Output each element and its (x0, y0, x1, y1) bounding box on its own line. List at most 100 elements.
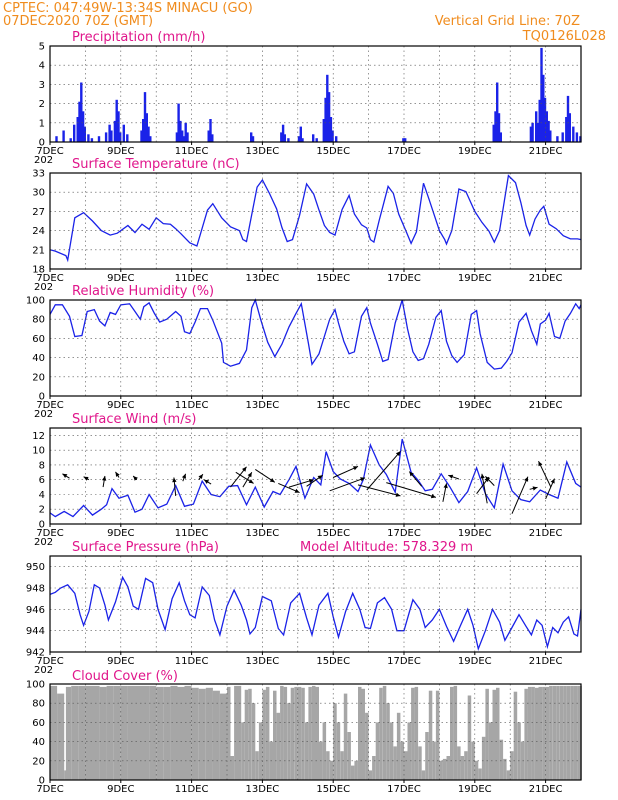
cloud-bar (276, 712, 281, 780)
wind-arrow-head (247, 472, 252, 478)
cloud-bar (315, 686, 319, 780)
pressure-frame (49, 555, 582, 653)
header-run-time: 07DEC2020 70Z (GMT) (3, 14, 153, 29)
y-tick-label: 0 (39, 776, 45, 787)
precip-frame (49, 45, 582, 143)
cloud-bar (542, 686, 546, 780)
cloud-bar (467, 695, 472, 780)
cloud-bar (304, 722, 309, 780)
y-tick-label: 0 (39, 392, 45, 403)
cloud-bar (396, 712, 401, 780)
y-tick-label: 2 (39, 99, 45, 110)
cloud-bar (57, 693, 65, 780)
x-tick-label: 9DEC (107, 273, 134, 284)
cloud-bar (184, 685, 192, 780)
wind-arrow-head (269, 478, 275, 483)
precip-bar (90, 138, 94, 142)
precip-bar (542, 74, 545, 142)
precip-bar (119, 132, 122, 142)
cloud-bar (499, 739, 504, 780)
y-tick-label: 6 (39, 475, 45, 486)
precip-bar (572, 126, 575, 142)
y-tick-label: 18 (32, 265, 45, 276)
precip-bar (531, 122, 534, 142)
y-tick-label: 40 (32, 353, 45, 364)
precip-bar (497, 113, 501, 142)
x-tick-label: 19DEC (458, 146, 492, 157)
cloud-bar (510, 751, 514, 780)
wind-arrow-head (294, 488, 300, 493)
x-tick-label: 9DEC (107, 656, 134, 667)
cloud-bar (120, 685, 128, 780)
x-tick-label: 9DEC (107, 146, 134, 157)
wind-arrow-head (395, 451, 401, 457)
panel-surface-temperature: Surface Temperature (nC) 18 21 24 27 30 33 7DE… (32, 157, 582, 293)
cloud-bar (265, 686, 270, 780)
cloud-bar (485, 688, 489, 780)
precip-bar (113, 120, 117, 142)
cloud-bar (170, 685, 178, 780)
cloud-cover-title: Cloud Cover (%) (72, 669, 178, 684)
cloud-bar (411, 687, 415, 780)
precip-bar (209, 119, 212, 142)
wind-arrow-head (308, 478, 314, 484)
cloud-bar (407, 722, 411, 780)
cloud-bar (538, 686, 542, 780)
pressure-series-line (49, 575, 582, 652)
precip-bar (312, 134, 315, 142)
precip-bar (175, 132, 179, 142)
cloud-bar (230, 756, 234, 780)
wind-title: Surface Wind (m/s) (72, 412, 196, 427)
wind-arrow-head (550, 478, 555, 484)
cloud-bar (464, 751, 468, 780)
x-tick-label: 17DEC (387, 273, 421, 284)
y-tick-label: 5 (39, 42, 45, 53)
cloud-bar (65, 686, 72, 780)
wind-arrow-head (133, 476, 138, 481)
cloud-bar (549, 685, 553, 780)
precip-bar (543, 97, 547, 142)
cloud-bar (563, 685, 567, 780)
precip-bar (147, 126, 150, 142)
cloud-bar (478, 768, 482, 780)
wind-arrow-head (248, 479, 254, 484)
year-fragment: 202 (34, 409, 53, 420)
x-tick-label: 15DEC (316, 400, 350, 411)
x-tick-label: 15DEC (316, 528, 350, 539)
precip-bar (104, 132, 108, 142)
y-tick-label: 0 (39, 138, 45, 149)
cloud-frame (49, 683, 582, 781)
y-tick-label: 942 (26, 648, 45, 659)
wind-arrow-head (360, 477, 366, 482)
cloud-bar (85, 685, 93, 780)
precip-bar (404, 138, 407, 142)
wind-arrow-shaft (386, 482, 437, 498)
precip-bar (177, 103, 180, 142)
precip-bar (547, 120, 550, 142)
cloud-bar (113, 685, 121, 780)
precip-bar (496, 82, 499, 142)
header-grid-line: Vertical Grid Line: 70Z (435, 14, 580, 29)
cloud-bar (290, 687, 295, 780)
cloud-bar (556, 685, 560, 780)
precip-bar (538, 99, 541, 142)
cloud-bar (365, 712, 369, 780)
precip-bar (326, 74, 329, 142)
cloud-bar (524, 688, 528, 780)
cloud-bar (418, 746, 422, 780)
cloud-bar (127, 685, 135, 780)
cloud-bar (329, 760, 334, 780)
cloud-bar (142, 685, 150, 780)
temperature-title: Surface Temperature (nC) (72, 157, 240, 172)
cloud-bar (219, 693, 227, 780)
cloud-bar (262, 689, 266, 780)
precip-bar (556, 136, 559, 142)
x-tick-label: 15DEC (316, 273, 350, 284)
precip-bar (322, 119, 325, 142)
cloud-bar (280, 685, 284, 780)
y-tick-label: 80 (32, 315, 45, 326)
cloud-bar (212, 690, 220, 780)
precip-bar (83, 126, 86, 142)
x-tick-label: 7DEC (36, 656, 63, 667)
